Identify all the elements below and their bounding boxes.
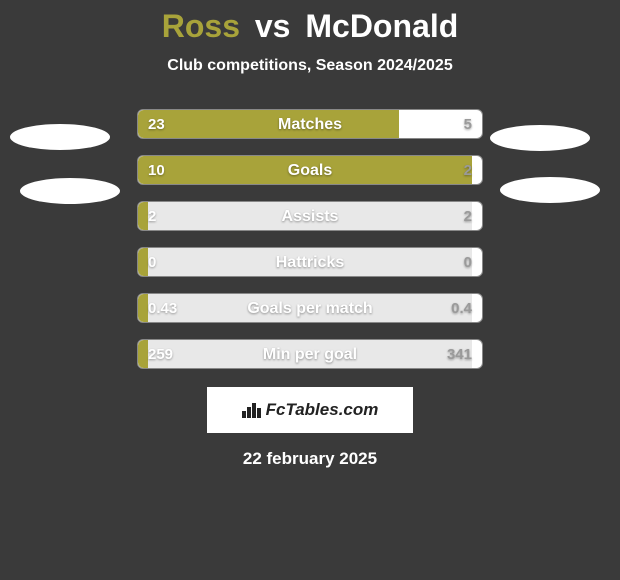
- stat-label: Goals per match: [138, 294, 482, 323]
- stat-label: Assists: [138, 202, 482, 231]
- stat-row: 102Goals: [0, 155, 620, 185]
- stat-bar-track: 0.430.4Goals per match: [137, 293, 483, 323]
- bar-chart-icon: [242, 402, 262, 418]
- stat-label: Hattricks: [138, 248, 482, 277]
- stat-row: 235Matches: [0, 109, 620, 139]
- stat-bar-track: 22Assists: [137, 201, 483, 231]
- stat-label: Matches: [138, 110, 482, 139]
- stat-bar-track: 259341Min per goal: [137, 339, 483, 369]
- title-vs: vs: [255, 8, 291, 44]
- title-player2: McDonald: [305, 8, 458, 44]
- branding-inner: FcTables.com: [242, 400, 379, 420]
- comparison-card: Ross vs McDonald Club competitions, Seas…: [0, 0, 620, 580]
- subtitle: Club competitions, Season 2024/2025: [0, 57, 620, 75]
- stat-label: Goals: [138, 156, 482, 185]
- stat-row: 22Assists: [0, 201, 620, 231]
- branding-text: FcTables.com: [266, 400, 379, 420]
- stat-bar-track: 00Hattricks: [137, 247, 483, 277]
- title-player1: Ross: [162, 8, 240, 44]
- stat-label: Min per goal: [138, 340, 482, 369]
- date-label: 22 february 2025: [0, 449, 620, 469]
- stat-row: 259341Min per goal: [0, 339, 620, 369]
- page-title: Ross vs McDonald: [0, 0, 620, 49]
- stat-row: 00Hattricks: [0, 247, 620, 277]
- stat-bar-track: 102Goals: [137, 155, 483, 185]
- stat-bar-track: 235Matches: [137, 109, 483, 139]
- stat-row: 0.430.4Goals per match: [0, 293, 620, 323]
- branding-badge: FcTables.com: [207, 387, 413, 433]
